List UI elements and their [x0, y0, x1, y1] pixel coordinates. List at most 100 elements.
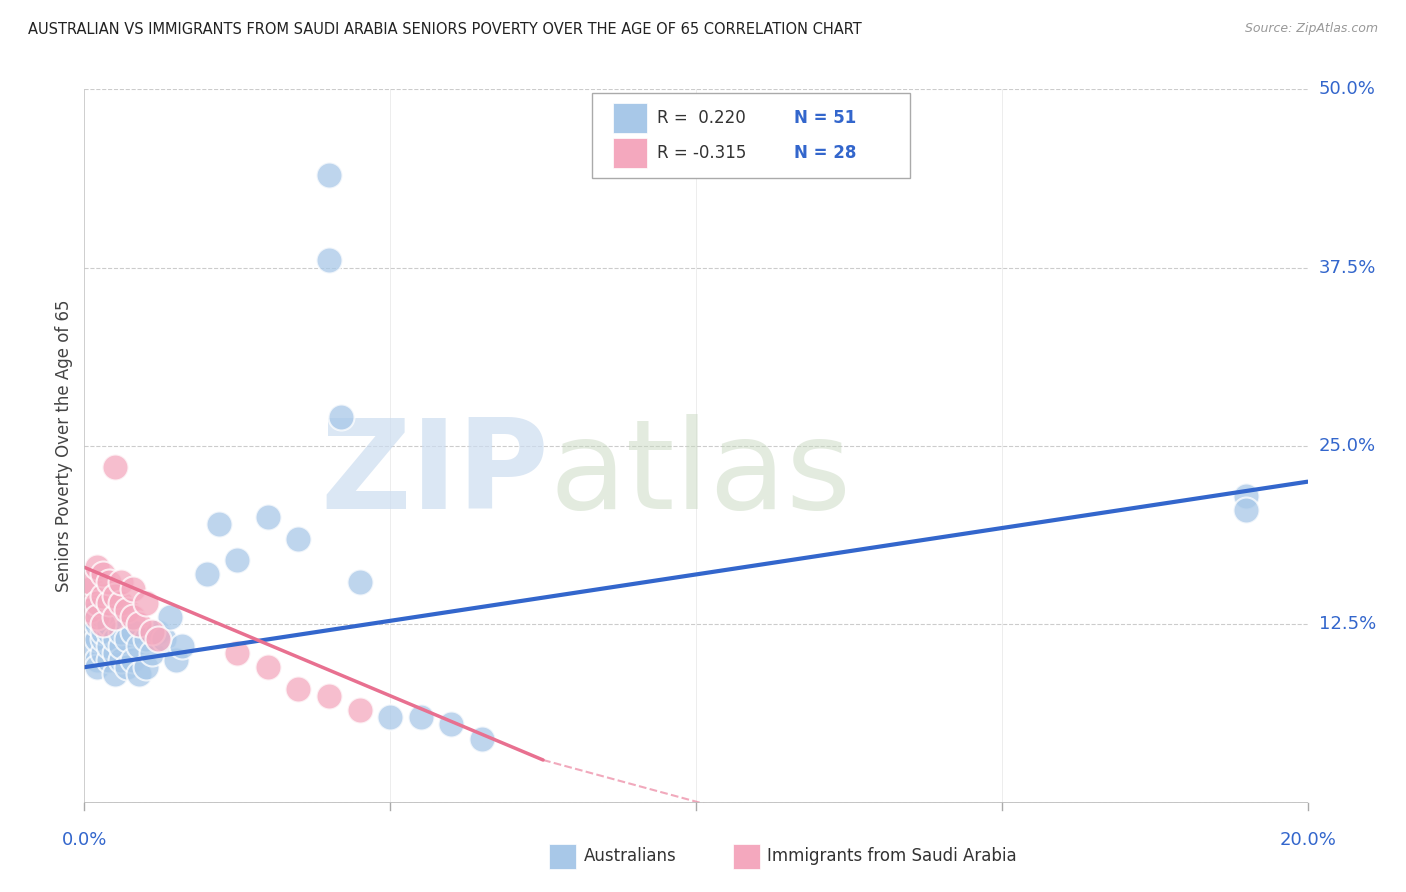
Point — [104, 667, 127, 681]
Point — [135, 660, 157, 674]
Point — [226, 646, 249, 660]
Point — [91, 617, 114, 632]
Text: AUSTRALIAN VS IMMIGRANTS FROM SAUDI ARABIA SENIORS POVERTY OVER THE AGE OF 65 CO: AUSTRALIAN VS IMMIGRANTS FROM SAUDI ARAB… — [28, 22, 862, 37]
Point — [91, 589, 114, 603]
Text: 12.5%: 12.5% — [1319, 615, 1376, 633]
Point — [122, 582, 145, 596]
Point — [195, 567, 218, 582]
Point — [86, 660, 108, 674]
Text: 50.0%: 50.0% — [1319, 80, 1375, 98]
Point — [141, 646, 163, 660]
Text: Immigrants from Saudi Arabia: Immigrants from Saudi Arabia — [766, 847, 1017, 865]
Point — [97, 574, 120, 589]
Point — [97, 639, 120, 653]
Point — [122, 653, 145, 667]
Point — [104, 589, 127, 603]
Point — [79, 639, 101, 653]
Point — [86, 653, 108, 667]
Point — [318, 168, 340, 182]
Point — [135, 596, 157, 610]
Point — [110, 653, 132, 667]
Point — [86, 617, 108, 632]
Point — [110, 624, 132, 639]
Point — [349, 574, 371, 589]
Point — [104, 460, 127, 475]
Point — [115, 603, 138, 617]
Point — [122, 610, 145, 624]
Point — [91, 567, 114, 582]
Point — [409, 710, 432, 724]
Point — [146, 624, 169, 639]
Point — [79, 582, 101, 596]
Point — [115, 660, 138, 674]
Text: N = 51: N = 51 — [794, 110, 856, 128]
Point — [110, 639, 132, 653]
Text: 0.0%: 0.0% — [62, 830, 107, 848]
Point — [97, 653, 120, 667]
Point — [349, 703, 371, 717]
FancyBboxPatch shape — [733, 844, 759, 869]
Text: N = 28: N = 28 — [794, 144, 856, 161]
Point — [1234, 503, 1257, 517]
Point — [287, 681, 309, 696]
Point — [104, 610, 127, 624]
Point — [153, 632, 176, 646]
Point — [380, 710, 402, 724]
Text: Source: ZipAtlas.com: Source: ZipAtlas.com — [1244, 22, 1378, 36]
Point — [122, 624, 145, 639]
Point — [165, 653, 187, 667]
Text: 37.5%: 37.5% — [1319, 259, 1376, 277]
Text: atlas: atlas — [550, 414, 851, 535]
Point — [86, 603, 108, 617]
Point — [146, 632, 169, 646]
Point — [226, 553, 249, 567]
Point — [128, 667, 150, 681]
Point — [128, 617, 150, 632]
Text: R = -0.315: R = -0.315 — [657, 144, 747, 161]
FancyBboxPatch shape — [550, 844, 576, 869]
FancyBboxPatch shape — [592, 93, 910, 178]
FancyBboxPatch shape — [613, 138, 647, 168]
FancyBboxPatch shape — [613, 103, 647, 133]
Point — [159, 610, 181, 624]
Point — [91, 610, 114, 624]
Point — [115, 632, 138, 646]
Point — [104, 632, 127, 646]
Point — [208, 517, 231, 532]
Point — [318, 253, 340, 268]
Point — [86, 632, 108, 646]
Point — [110, 596, 132, 610]
Text: Australians: Australians — [583, 847, 676, 865]
Point — [128, 639, 150, 653]
Y-axis label: Seniors Poverty Over the Age of 65: Seniors Poverty Over the Age of 65 — [55, 300, 73, 592]
Point — [440, 717, 463, 731]
Point — [1234, 489, 1257, 503]
Point — [141, 624, 163, 639]
Point — [79, 624, 101, 639]
Point — [287, 532, 309, 546]
Point — [97, 624, 120, 639]
Text: 25.0%: 25.0% — [1319, 437, 1376, 455]
Point — [91, 646, 114, 660]
Text: R =  0.220: R = 0.220 — [657, 110, 745, 128]
Point — [86, 560, 108, 574]
Text: ZIP: ZIP — [321, 414, 550, 535]
Point — [330, 410, 353, 425]
Point — [110, 574, 132, 589]
Point — [97, 617, 120, 632]
Point — [135, 632, 157, 646]
Point — [91, 624, 114, 639]
Point — [86, 610, 108, 624]
Point — [79, 610, 101, 624]
Text: 20.0%: 20.0% — [1279, 830, 1336, 848]
Point — [97, 596, 120, 610]
Point — [86, 596, 108, 610]
Point — [79, 574, 101, 589]
Point — [91, 632, 114, 646]
Point — [257, 660, 280, 674]
Point — [172, 639, 194, 653]
Point — [471, 731, 494, 746]
Point — [257, 510, 280, 524]
Point — [318, 689, 340, 703]
Point — [104, 646, 127, 660]
